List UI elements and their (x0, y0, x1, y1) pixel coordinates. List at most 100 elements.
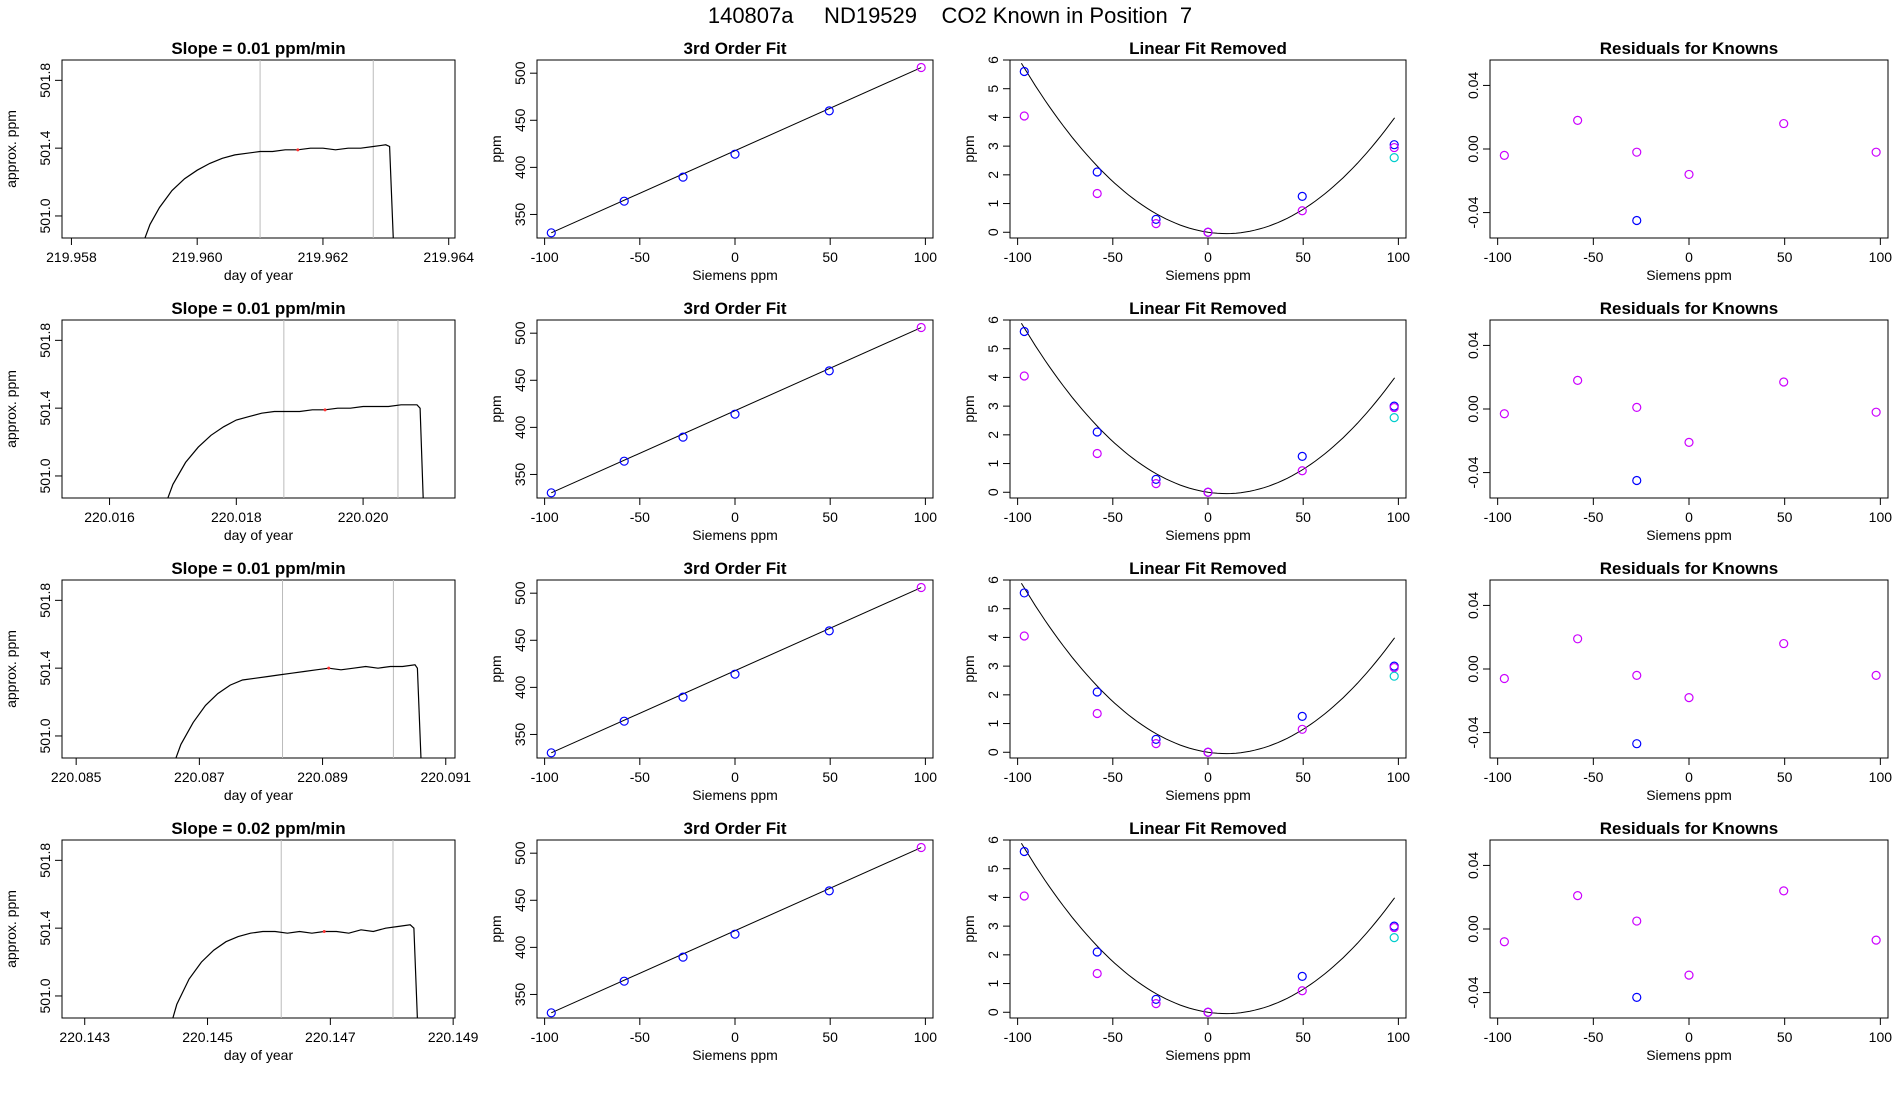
y-tick-label: 0.00 (1465, 135, 1481, 162)
y-tick-label: 0.04 (1465, 852, 1481, 879)
y-axis-label: ppm (961, 915, 977, 942)
x-axis-label: Siemens ppm (1165, 267, 1251, 283)
x-tick-label: 50 (1777, 1029, 1793, 1045)
data-point-magenta (1092, 968, 1102, 979)
x-tick-label: -50 (630, 769, 650, 785)
y-tick-label: 4 (985, 373, 1001, 381)
x-axis-label: Siemens ppm (1165, 787, 1251, 803)
y-axis-label: ppm (961, 655, 977, 682)
data-point-blue (1019, 66, 1029, 77)
y-tick-label: 450 (512, 108, 528, 132)
x-tick-label: 0 (1685, 1029, 1693, 1045)
mean-marker (322, 930, 326, 934)
y-tick-label: 6 (985, 316, 1001, 324)
y-tick-label: 4 (985, 633, 1001, 641)
x-tick-label: 100 (1869, 509, 1893, 525)
x-axis-label: Siemens ppm (1646, 787, 1732, 803)
y-axis-label: ppm (488, 395, 504, 422)
y-tick-label: 0.04 (1465, 72, 1481, 99)
x-tick-label: 0 (1685, 249, 1693, 265)
x-tick-label: 0 (731, 769, 739, 785)
x-axis-label: Siemens ppm (1646, 527, 1732, 543)
data-point-magenta (1151, 219, 1161, 229)
data-point-magenta (1573, 891, 1583, 901)
data-point-blue (1019, 326, 1029, 337)
x-axis-label: day of year (224, 787, 294, 803)
data-point-magenta (1151, 479, 1161, 489)
y-tick-label: 0 (985, 228, 1001, 236)
x-tick-label: 0 (1685, 509, 1693, 525)
x-tick-label: 219.958 (46, 249, 97, 265)
plot-frame (536, 579, 934, 759)
data-point-magenta (1151, 739, 1161, 749)
data-point-magenta (1203, 227, 1213, 237)
x-tick-label: -100 (1004, 1029, 1032, 1045)
data-point-magenta (1092, 448, 1102, 459)
y-tick-label: 6 (985, 836, 1001, 844)
y-axis-label: approx. ppm (3, 890, 19, 968)
fit-curve (1020, 322, 1396, 495)
plot-frame (1009, 839, 1407, 1019)
plot-frame (1489, 579, 1889, 759)
plot-title: Residuals for Knowns (1600, 39, 1779, 58)
plot-title: Residuals for Knowns (1600, 299, 1779, 318)
x-tick-label: 50 (1295, 769, 1311, 785)
signal-trace (172, 924, 418, 1018)
x-tick-label: 50 (822, 769, 838, 785)
data-point-magenta (1573, 375, 1583, 385)
x-tick-label: -50 (630, 1029, 650, 1045)
data-point-blue (1092, 687, 1102, 697)
panel-r2-c0: Slope = 0.01 ppm/min 220.085 220.087 220.08… (3, 559, 471, 803)
x-axis-label: day of year (224, 527, 294, 543)
x-tick-label: 220.020 (338, 509, 389, 525)
y-tick-label: 500 (512, 581, 528, 605)
data-point-cyan (1389, 671, 1399, 681)
plot-title: Slope = 0.01 ppm/min (171, 39, 345, 58)
plot-title: Linear Fit Removed (1129, 819, 1287, 838)
signal-trace (175, 664, 422, 758)
x-tick-label: 220.147 (305, 1029, 356, 1045)
x-tick-label: -50 (1103, 509, 1123, 525)
plot-frame (1009, 319, 1407, 499)
data-point (678, 952, 688, 962)
data-point-blue (1632, 215, 1642, 226)
x-tick-label: 219.960 (172, 249, 223, 265)
y-axis-label: approx. ppm (3, 110, 19, 188)
y-tick-label: 3 (985, 402, 1001, 410)
y-tick-label: 3 (985, 662, 1001, 670)
y-axis-label: ppm (488, 655, 504, 682)
data-point-magenta (1684, 970, 1694, 980)
x-tick-label: 100 (914, 769, 938, 785)
x-tick-label: 0 (731, 249, 739, 265)
plot-title: Residuals for Knowns (1600, 819, 1779, 838)
data-point-blue (1151, 734, 1161, 744)
data-point (546, 488, 556, 498)
y-tick-label: 1 (985, 199, 1001, 207)
y-tick-label: 5 (985, 85, 1001, 93)
data-point-magenta (1684, 169, 1694, 180)
x-tick-label: -50 (1103, 249, 1123, 265)
data-point-magenta (1871, 670, 1881, 680)
x-axis-label: Siemens ppm (692, 267, 778, 283)
plot-frame (61, 319, 456, 499)
data-point-magenta (1297, 724, 1307, 734)
x-tick-label: 0 (731, 509, 739, 525)
y-tick-label: 400 (512, 155, 528, 179)
x-tick-label: -100 (531, 249, 559, 265)
y-tick-label: 4 (985, 113, 1001, 121)
x-tick-label: 220.016 (84, 509, 135, 525)
x-axis-label: Siemens ppm (692, 1047, 778, 1063)
data-point-magenta (1203, 1007, 1213, 1017)
panel-r0-c3: Residuals for Knowns -100 -50 0 50 100 Siemens… (1465, 39, 1892, 283)
y-tick-label: 3 (985, 142, 1001, 150)
data-point (730, 669, 740, 679)
x-tick-label: -50 (1103, 769, 1123, 785)
data-point-blue (1632, 739, 1642, 749)
data-point-magenta (1389, 662, 1399, 673)
data-point-cyan (1389, 153, 1399, 163)
y-tick-label: 500 (512, 321, 528, 345)
data-point-magenta (1151, 999, 1161, 1009)
data-point-blue (1389, 140, 1399, 150)
data-point-magenta (1019, 631, 1029, 641)
x-tick-label: 0 (731, 1029, 739, 1045)
